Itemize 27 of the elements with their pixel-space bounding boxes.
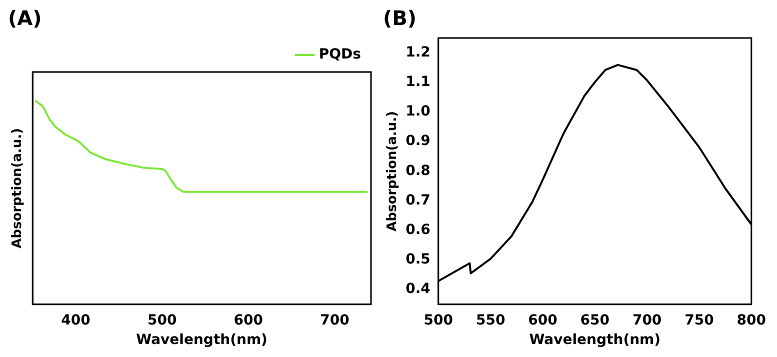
x-tick-label: 500 [147,312,177,328]
y-tick-label: 1.1 [406,74,430,90]
y-tick-label: 0.5 [406,252,430,268]
y-tick-label: 1.0 [406,104,431,120]
legend-label: PQDs [318,46,362,63]
x-tick-label: 800 [736,312,766,328]
x-tick-label: 700 [632,312,662,328]
x-tick-label: 750 [684,312,714,328]
x-tick-label: 600 [528,312,558,328]
chart-title: (B) [383,6,417,30]
y-tick-label: 1.2 [406,44,430,60]
y-axis-title: Absorption(a.u.) [385,110,400,232]
y-tick-label: 0.6 [406,222,430,238]
y-tick-label: 0.8 [406,162,430,179]
x-tick-label: 700 [320,312,350,328]
x-tick-label: 550 [476,312,506,328]
y-axis-title: Absorption(a.u.) [10,128,26,248]
x-tick-label: 400 [61,312,91,328]
x-axis-title: Wavelength(nm) [136,332,268,348]
y-tick-label: 0.4 [406,281,431,298]
y-tick-label: 0.9 [406,133,430,150]
x-tick-label: 600 [234,312,264,328]
chart-title: (A) [8,6,42,30]
y-tick-label: 0.7 [406,192,430,208]
x-tick-label: 650 [580,312,610,328]
x-axis-title: Wavelength(nm) [529,332,661,348]
x-tick-label: 500 [424,312,454,328]
